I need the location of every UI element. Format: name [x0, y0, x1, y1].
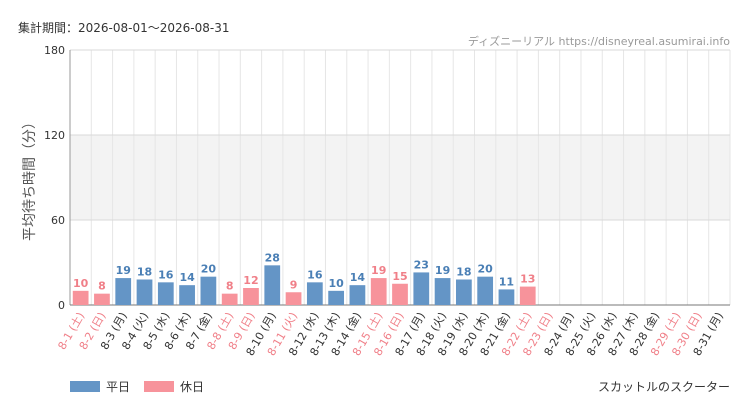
bar-value-label: 20 [201, 263, 217, 276]
bar [264, 265, 281, 305]
bar [455, 279, 472, 305]
chart-x-tick-labels: 8-1 (土)8-2 (日)8-3 (月)8-4 (火)8-5 (水)8-6 (… [55, 310, 725, 359]
bar-value-label: 15 [392, 270, 407, 283]
y-tick-label: 60 [51, 214, 65, 227]
bar [221, 293, 238, 305]
chart-bars [72, 265, 536, 305]
bar-value-label: 14 [179, 271, 195, 284]
bar [392, 283, 408, 305]
legend-item-holiday: 休日 [144, 378, 204, 395]
bar [328, 290, 345, 305]
bar-value-label: 16 [307, 268, 323, 281]
bar-value-label: 11 [499, 275, 514, 288]
bar-value-label: 18 [137, 266, 152, 279]
bar [306, 282, 323, 305]
bar [413, 272, 430, 305]
chart-grid [69, 49, 731, 306]
bar-value-label: 28 [265, 251, 280, 264]
bar [115, 278, 132, 305]
bar [200, 276, 217, 305]
bar [370, 278, 387, 305]
bar-value-label: 8 [98, 280, 106, 293]
legend-label-holiday: 休日 [180, 380, 205, 394]
bar-value-label: 8 [226, 280, 234, 293]
bar-value-label: 23 [414, 258, 429, 271]
legend-swatch-holiday [144, 381, 175, 392]
bar [498, 289, 515, 305]
attraction-name: スカットルのスクーター [597, 380, 730, 394]
chart-legend: 平日 休日 [70, 378, 218, 395]
collection-period: 集計期間：2026-08-01～2026-08-31 [18, 21, 230, 35]
bar [179, 285, 195, 305]
legend-swatch-weekday [70, 381, 100, 392]
chart-y-tick-labels: 0 60 120 180 [44, 44, 65, 312]
bar-value-label: 18 [456, 266, 471, 279]
bar-value-label: 20 [478, 263, 494, 276]
y-tick-label: 120 [44, 129, 65, 142]
chart-bands [70, 135, 730, 220]
bar-value-label: 14 [350, 271, 366, 284]
y-tick-label: 180 [44, 44, 65, 57]
bar [477, 276, 494, 305]
chart-value-labels: 10 8 19 18 16 14 20 8 12 28 9 16 10 14 19 15 23 19 18 20 11 1… [73, 251, 535, 292]
bar [94, 293, 110, 305]
y-tick-label: 0 [58, 299, 65, 312]
bar-value-label: 19 [116, 264, 131, 277]
bar-value-label: 16 [158, 268, 174, 281]
bar [157, 282, 174, 305]
bar-value-label: 12 [243, 274, 258, 287]
bar [136, 279, 153, 305]
site-credit: ディズニーリアル https://disneyreal.asumirai.inf… [467, 35, 730, 48]
bar-value-label: 10 [73, 277, 89, 290]
bar [72, 290, 89, 305]
bar [434, 278, 451, 305]
bar-value-label: 9 [290, 278, 298, 291]
bar [243, 288, 259, 305]
legend-item-weekday: 平日 [70, 378, 130, 395]
y-axis-label: 平均待ち時間（分） [22, 115, 38, 241]
legend-label-weekday: 平日 [106, 380, 131, 394]
bar-value-label: 13 [520, 273, 535, 286]
bar [349, 285, 366, 305]
bar-value-label: 19 [435, 264, 450, 277]
chart-band [70, 135, 730, 220]
bar [285, 292, 302, 305]
bar-value-label: 19 [371, 264, 386, 277]
bar-value-label: 10 [328, 277, 344, 290]
bar [519, 286, 536, 305]
